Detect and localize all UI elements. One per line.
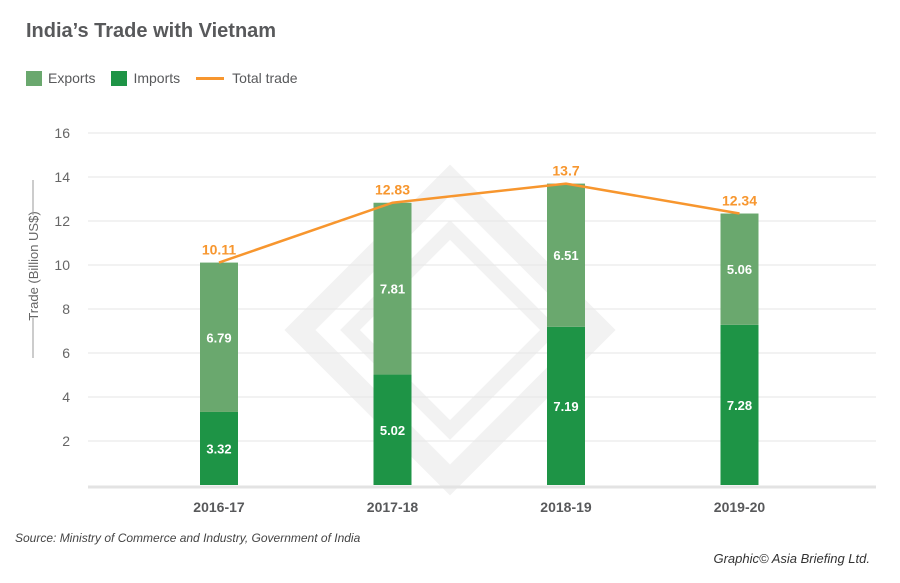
x-tick-label: 2018-19: [540, 499, 592, 515]
legend-imports: Imports: [111, 70, 180, 86]
imports-data-label: 7.28: [727, 398, 752, 413]
y-tick-label: 8: [62, 301, 70, 317]
legend-label: Exports: [48, 70, 96, 86]
legend-label: Total trade: [232, 70, 298, 86]
legend: Exports Imports Total trade: [26, 70, 314, 86]
total-trade-line: [218, 182, 740, 264]
legend-total-trade: Total trade: [196, 70, 298, 86]
imports-data-label: 7.19: [553, 399, 578, 414]
imports-bar: [720, 324, 759, 485]
exports-data-label: 5.06: [727, 262, 752, 277]
y-tick-label: 16: [54, 125, 70, 141]
total-trade-data-label: 13.7: [552, 163, 579, 179]
imports-data-label: 3.32: [206, 441, 231, 456]
exports-bar: [547, 183, 585, 327]
legend-label: Imports: [133, 70, 181, 86]
x-tick-label: 2019-20: [714, 499, 766, 515]
total-trade-data-label: 10.11: [202, 242, 236, 258]
imports-bar: [373, 374, 412, 485]
imports-bar: [547, 326, 585, 485]
exports-bar: [200, 262, 238, 412]
y-tick-label: 10: [54, 257, 70, 273]
y-axis-label: Trade (Billion US$): [26, 211, 41, 320]
exports-data-label: 6.79: [206, 330, 231, 345]
y-tick-label: 6: [62, 345, 70, 361]
total-trade-line-swatch: [196, 76, 225, 80]
imports-data-label: 5.02: [380, 423, 405, 438]
x-tick-label: 2017-18: [367, 499, 419, 515]
total-trade-data-label: 12.83: [375, 182, 410, 198]
imports-swatch: [111, 70, 128, 86]
x-tick-label: 2016-17: [193, 499, 245, 515]
y-tick-label: 14: [54, 169, 70, 185]
exports-swatch: [26, 70, 42, 86]
source-note: Source: Ministry of Commerce and Industr…: [15, 531, 361, 545]
exports-data-label: 6.51: [553, 248, 578, 263]
credit-note: Graphic© Asia Briefing Ltd.: [713, 551, 870, 566]
exports-bar: [720, 213, 759, 325]
total-trade-data-label: 12.34: [722, 193, 757, 209]
y-tick-label: 2: [62, 433, 70, 449]
y-tick-label: 12: [54, 213, 70, 229]
y-tick-label: 4: [62, 389, 70, 405]
imports-bar: [200, 411, 238, 485]
exports-bar: [373, 202, 412, 375]
chart-title: India’s Trade with Vietnam: [26, 20, 277, 42]
legend-exports: Exports: [26, 70, 95, 86]
exports-data-label: 7.81: [380, 282, 405, 297]
